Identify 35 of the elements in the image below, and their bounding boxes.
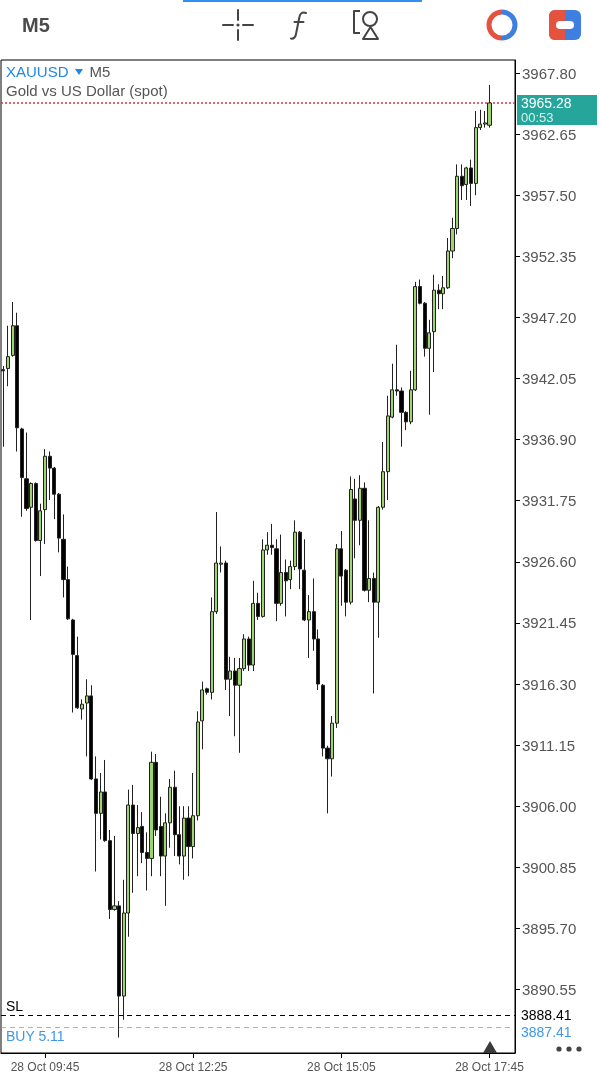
candlestick [6, 325, 10, 387]
annotation: M5 [89, 63, 111, 81]
y-tick-label: 3916.30 [522, 675, 577, 693]
y-tick-label: 3962.65 [522, 125, 577, 143]
x-tick-label: 28 Oct 15:05 [306, 1060, 377, 1074]
y-tick-label: 3926.60 [522, 553, 577, 571]
y-tick-label: 3931.75 [522, 492, 577, 510]
candlestick [71, 618, 75, 714]
text: M5 [22, 13, 50, 37]
candlestick [274, 538, 279, 622]
y-tick-label: 3906.00 [522, 797, 577, 815]
y-tick-label: 3936.90 [522, 431, 577, 449]
y-tick-label: 3957.50 [522, 186, 577, 204]
candlestick [487, 84, 492, 129]
y-tick-label: 3947.20 [522, 308, 577, 326]
x-tick-label: 28 Oct 12:25 [158, 1060, 228, 1074]
ref-line-label: SL [6, 997, 24, 1014]
y-tick-label: 3921.45 [522, 614, 577, 632]
text: 3887.41 [521, 1023, 572, 1040]
y-tick-label: 3895.70 [522, 919, 577, 937]
text: 3965.28 [517, 94, 597, 111]
text: 3888.41 [521, 1006, 572, 1023]
y-tick-label: 3900.85 [522, 858, 577, 876]
y-tick-label: 3967.80 [522, 64, 577, 82]
chart-title: XAUUSD [6, 63, 69, 81]
y-tick-label: 3890.55 [522, 981, 577, 999]
candlestick [20, 427, 24, 518]
y-tick-label: 3911.15 [522, 736, 576, 754]
text: 00:53 [517, 109, 597, 125]
text: Gold vs US Dollar (spot) [6, 82, 168, 100]
x-tick-label: 28 Oct 09:45 [10, 1060, 80, 1074]
y-tick-label: 3952.35 [522, 247, 577, 265]
y-tick-label: 3942.05 [522, 370, 577, 388]
x-tick-label: 28 Oct 17:45 [455, 1060, 525, 1074]
ref-line-label: BUY 5.11 [6, 1027, 65, 1044]
